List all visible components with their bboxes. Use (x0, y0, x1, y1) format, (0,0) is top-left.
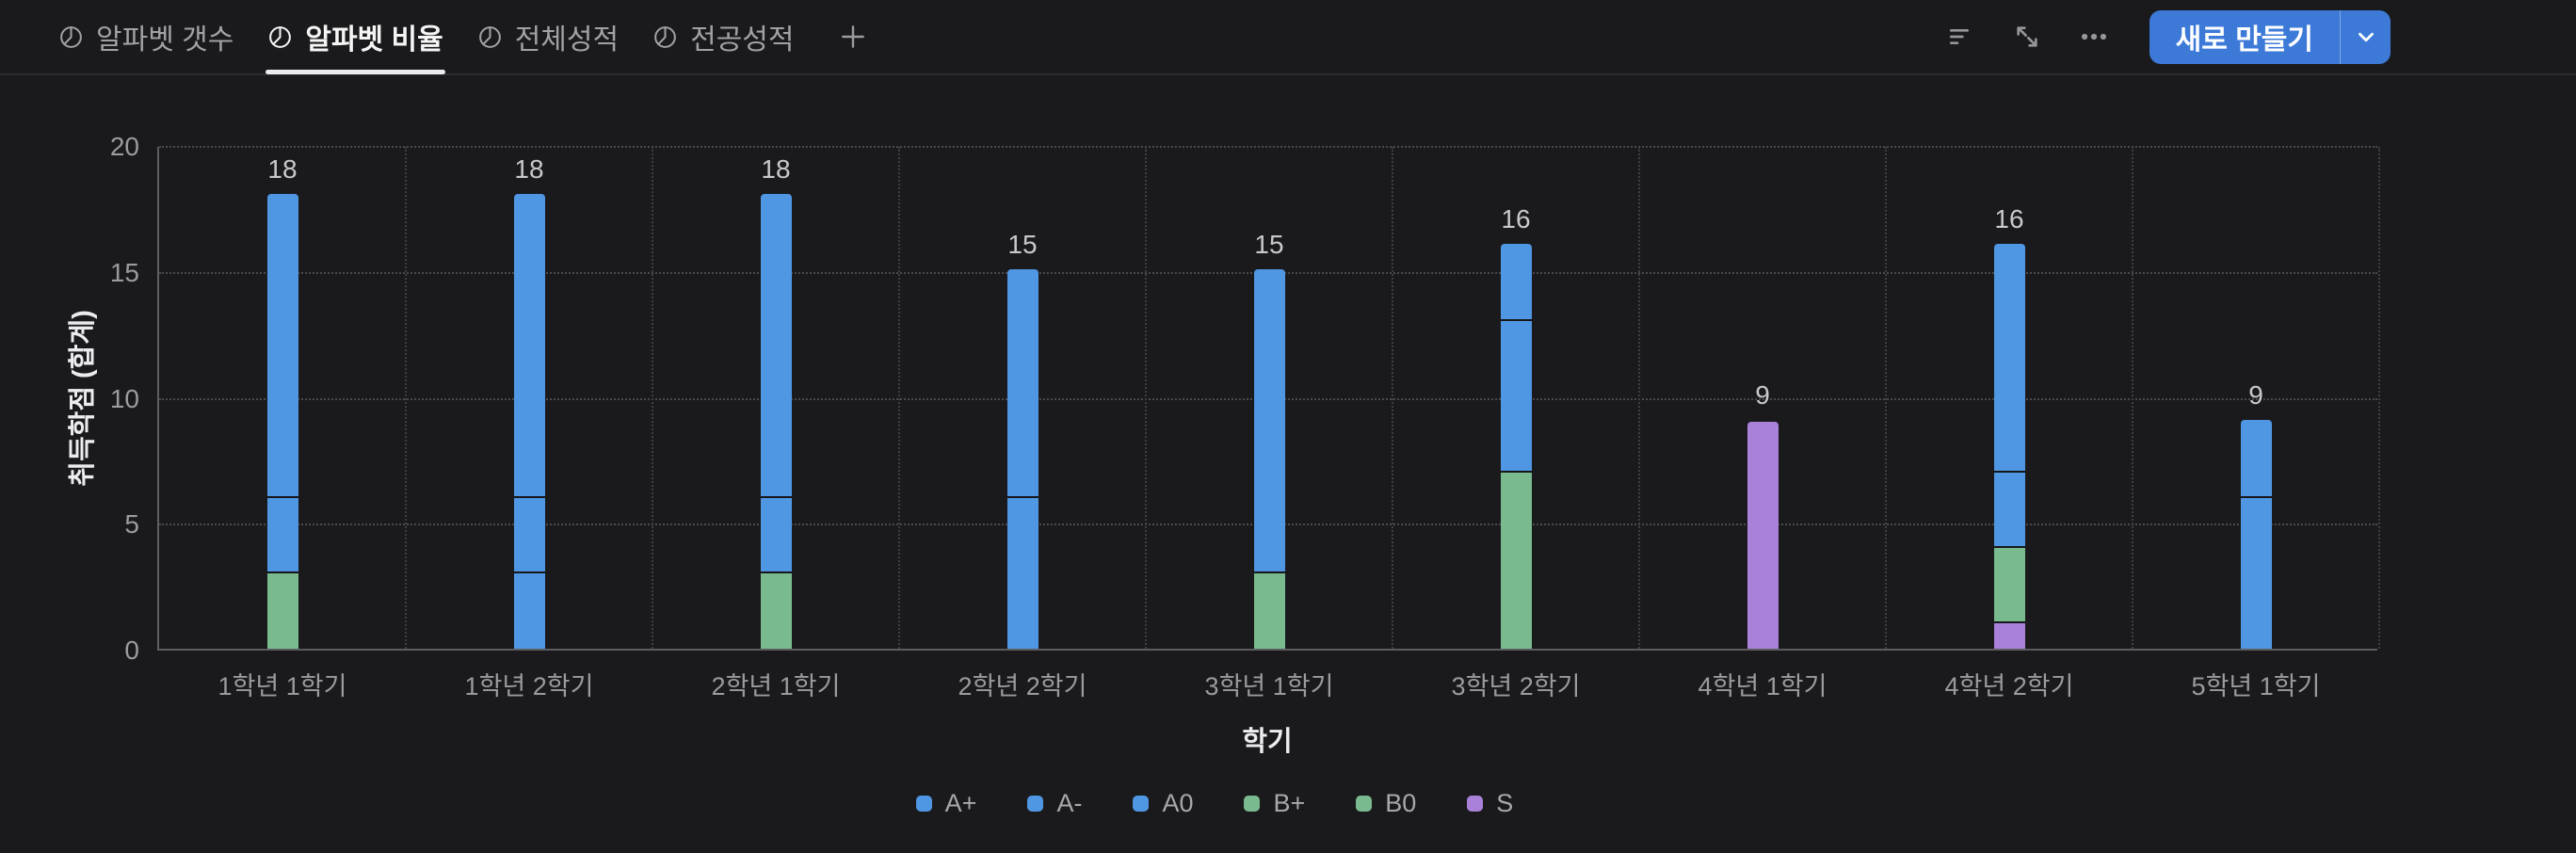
pie-chart-icon (267, 24, 293, 50)
bar-segment-4학년 2학기-A0[interactable] (1993, 470, 2025, 548)
bar-segment-1학년 2학기-A-[interactable] (513, 495, 545, 573)
bar-segment-2학년 1학기-A0[interactable] (760, 495, 792, 573)
x-tick-label: 4학년 2학기 (1944, 672, 2074, 700)
gridline-x (2378, 147, 2380, 649)
bar-segment-4학년 2학기-B+[interactable] (1993, 546, 2025, 624)
gridline-x (1145, 147, 1147, 649)
bar-total-label: 16 (1501, 204, 1531, 233)
gridline-x (405, 147, 407, 649)
chart-tab-2[interactable]: 알파벳 비율 (266, 0, 446, 74)
legend-item-A0: A0 (1133, 789, 1193, 818)
pie-chart-icon (477, 24, 503, 50)
legend-item-A-: A- (1027, 789, 1082, 818)
gridline-x (652, 147, 653, 649)
bar-total-label: 9 (2248, 380, 2263, 410)
tab-bar: 알파벳 갯수 알파벳 비율 전체성적 전공성적 (58, 0, 874, 74)
legend-item-B+: B+ (1244, 789, 1305, 818)
bar-segment-2학년 1학기-B+[interactable] (760, 572, 792, 649)
gridline-x (898, 147, 900, 649)
bar-total-label: 18 (761, 153, 791, 184)
expand-icon[interactable] (2006, 16, 2048, 57)
bar-total-label: 18 (267, 153, 298, 184)
chart-tab-1[interactable]: 알파벳 갯수 (58, 0, 233, 74)
x-tick-label: 3학년 2학기 (1451, 672, 1581, 700)
bar-segment-1학년 2학기-A0[interactable] (513, 572, 545, 649)
legend-item-S: S (1467, 789, 1513, 818)
y-tick-label: 5 (124, 509, 139, 539)
x-tick-label: 1학년 1학기 (217, 672, 347, 700)
bar-segment-3학년 2학기-A0[interactable] (1500, 319, 1532, 473)
legend: A+ A- A0 B+ B0 S (105, 789, 2325, 818)
bar-total-label: 9 (1755, 380, 1770, 410)
legend-item-B0: B0 (1356, 789, 1416, 818)
x-tick-label: 4학년 1학기 (1698, 672, 1827, 700)
bar-segment-1학년 1학기-A+[interactable] (266, 193, 298, 498)
legend-swatch (1467, 796, 1484, 812)
y-tick-label: 15 (109, 257, 139, 287)
legend-label: A+ (944, 789, 977, 817)
bar-segment-5학년 1학기-A+[interactable] (2240, 420, 2272, 498)
legend-label: A- (1056, 789, 1083, 817)
bar-segment-2학년 2학기-A+[interactable] (1006, 268, 1038, 498)
chevron-down-icon[interactable] (2340, 9, 2391, 64)
add-tab-button[interactable] (832, 0, 874, 74)
x-tick-label: 2학년 2학기 (958, 672, 1087, 700)
bar-segment-1학년 2학기-A+[interactable] (513, 193, 545, 498)
bar-segment-4학년 2학기-A+[interactable] (1993, 244, 2025, 473)
x-axis-title: 학기 (1242, 727, 1293, 757)
new-chart-button[interactable]: 새로 만들기 (2149, 10, 2340, 64)
bar-total-label: 18 (514, 153, 544, 184)
tab-label: 전공성적 (690, 24, 795, 56)
new-chart-split-button: 새로 만들기 (2149, 9, 2391, 64)
legend-label: B+ (1273, 789, 1306, 817)
gridline-x (1638, 147, 1640, 649)
bar-segment-4학년 1학기-S[interactable] (1747, 422, 1779, 649)
gridline-x (1392, 147, 1393, 649)
bar-segment-1학년 1학기-B+[interactable] (266, 572, 298, 649)
tab-label: 전체성적 (514, 24, 620, 56)
legend-label: S (1496, 789, 1514, 817)
x-tick-label: 1학년 2학기 (464, 672, 594, 700)
y-tick-label: 20 (109, 132, 139, 161)
chart-toolbar: 알파벳 갯수 알파벳 비율 전체성적 전공성적 새로 만들기 (0, 0, 2576, 75)
bar-segment-2학년 1학기-A+[interactable] (760, 193, 792, 498)
chart-tab-4[interactable]: 전공성적 (652, 0, 795, 74)
legend-label: A0 (1162, 789, 1194, 817)
bar-segment-1학년 1학기-A0[interactable] (266, 495, 298, 573)
bar-segment-3학년 1학기-B+[interactable] (1253, 572, 1285, 649)
bar-segment-5학년 1학기-A0[interactable] (2240, 497, 2272, 649)
bar-total-label: 15 (1007, 229, 1038, 259)
bar-segment-2학년 2학기-A0[interactable] (1006, 497, 1038, 649)
bar-segment-3학년 2학기-B+[interactable] (1500, 472, 1532, 649)
toolbar-controls: 새로 만들기 (1940, 9, 2391, 64)
bar-segment-3학년 1학기-A+[interactable] (1253, 268, 1285, 573)
legend-label: B0 (1385, 789, 1417, 817)
bar-segment-3학년 2학기-A+[interactable] (1500, 244, 1532, 322)
legend-item-A+: A+ (915, 789, 977, 818)
y-tick-label: 0 (124, 636, 139, 665)
legend-swatch (1244, 796, 1261, 812)
gridline-x (1885, 147, 1887, 649)
gridline-y-20 (159, 146, 2377, 148)
pie-chart-icon (652, 24, 678, 50)
tab-label: 알파벳 비율 (305, 24, 443, 56)
plot-area: 0 5 10 15 20 18 1학년 1학기 18 1학년 2학기 18 2학년 1학기 15 2학년… (110, 132, 2380, 700)
legend-swatch (1133, 796, 1150, 812)
legend-swatch (1356, 796, 1373, 812)
gridline-x (2132, 147, 2133, 649)
bar-segment-4학년 2학기-S[interactable] (1993, 623, 2025, 649)
y-tick-label: 10 (109, 383, 139, 413)
x-tick-label: 3학년 1학기 (1204, 672, 1334, 700)
legend-swatch (1027, 796, 1044, 812)
filter-icon[interactable] (1940, 16, 1982, 57)
bar-total-label: 15 (1254, 229, 1284, 259)
chart-tab-3[interactable]: 전체성적 (477, 0, 619, 74)
bar-total-label: 16 (1994, 204, 2024, 233)
legend-swatch (915, 796, 932, 812)
tab-label: 알파벳 갯수 (96, 24, 234, 56)
pie-chart-icon (58, 24, 84, 50)
more-icon[interactable] (2072, 15, 2116, 58)
x-tick-label: 2학년 1학기 (711, 672, 841, 700)
x-tick-label: 5학년 1학기 (2191, 672, 2321, 700)
